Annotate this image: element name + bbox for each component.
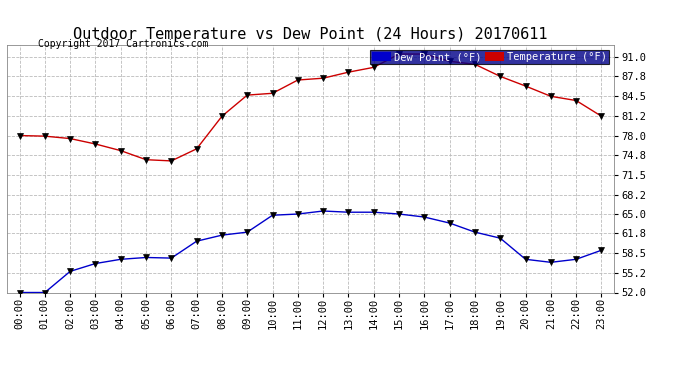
Title: Outdoor Temperature vs Dew Point (24 Hours) 20170611: Outdoor Temperature vs Dew Point (24 Hou…: [73, 27, 548, 42]
Text: Copyright 2017 Cartronics.com: Copyright 2017 Cartronics.com: [38, 39, 208, 50]
Legend: Dew Point (°F), Temperature (°F): Dew Point (°F), Temperature (°F): [371, 50, 609, 64]
